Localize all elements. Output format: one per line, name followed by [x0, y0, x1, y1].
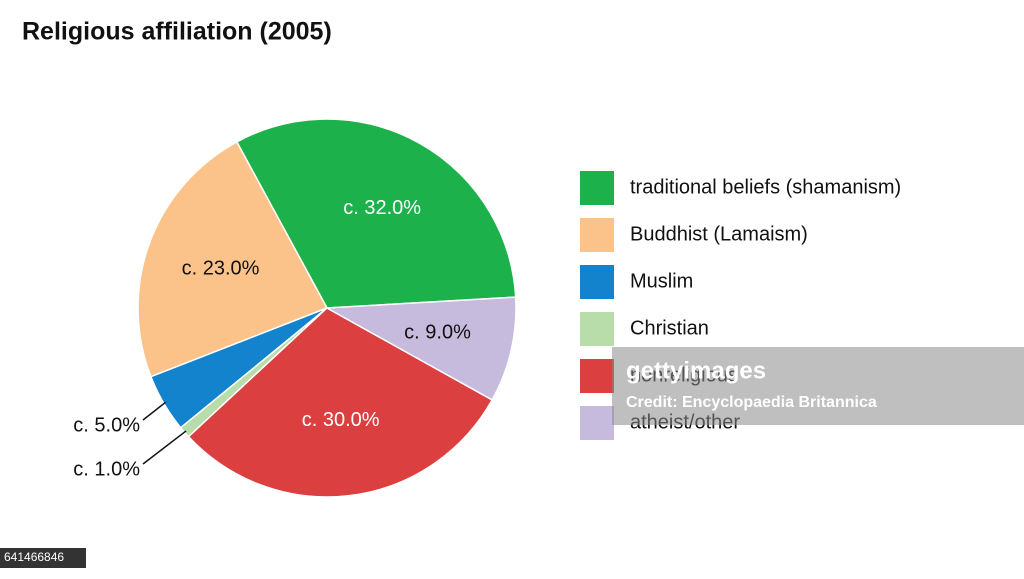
legend-label: traditional beliefs (shamanism) [630, 176, 901, 198]
legend-label: Muslim [630, 270, 693, 292]
watermark-band [612, 347, 1024, 425]
pie-slice [235, 118, 517, 309]
legend-swatch [580, 312, 614, 346]
watermark: gettyimages Credit: Encyclopaedia Britan… [0, 347, 1024, 568]
image-id: 641466846 [4, 550, 64, 564]
legend-swatch [580, 359, 614, 393]
chart-title: Religious affiliation (2005) [22, 18, 332, 46]
slice-label: c. 5.0% [73, 414, 140, 436]
legend-swatch [580, 171, 614, 205]
legend-swatch [580, 218, 614, 252]
pie-slice [324, 296, 517, 401]
pie: c. 32.0% c. 23.0% c. 5.0% c. 1.0% c. 30.0% c.… [73, 118, 517, 498]
id-badge [0, 548, 86, 568]
slice-label: c. 9.0% [404, 322, 471, 344]
pie-slice [187, 307, 494, 498]
legend-swatch [580, 406, 614, 440]
legend-label: Christian [630, 317, 709, 339]
leader-line [142, 430, 187, 465]
slice-label: c. 32.0% [343, 197, 421, 219]
slice-label: c. 1.0% [73, 458, 140, 480]
legend-label: Buddhist (Lamaism) [630, 223, 808, 245]
legend-swatch [580, 265, 614, 299]
slice-label: c. 23.0% [182, 257, 260, 279]
watermark-brand: gettyimages [626, 357, 766, 384]
leader-line [142, 401, 167, 421]
pie-slice [137, 140, 329, 378]
watermark-credit: Credit: Encyclopaedia Britannica [626, 394, 877, 411]
slice-label: c. 30.0% [302, 409, 380, 431]
